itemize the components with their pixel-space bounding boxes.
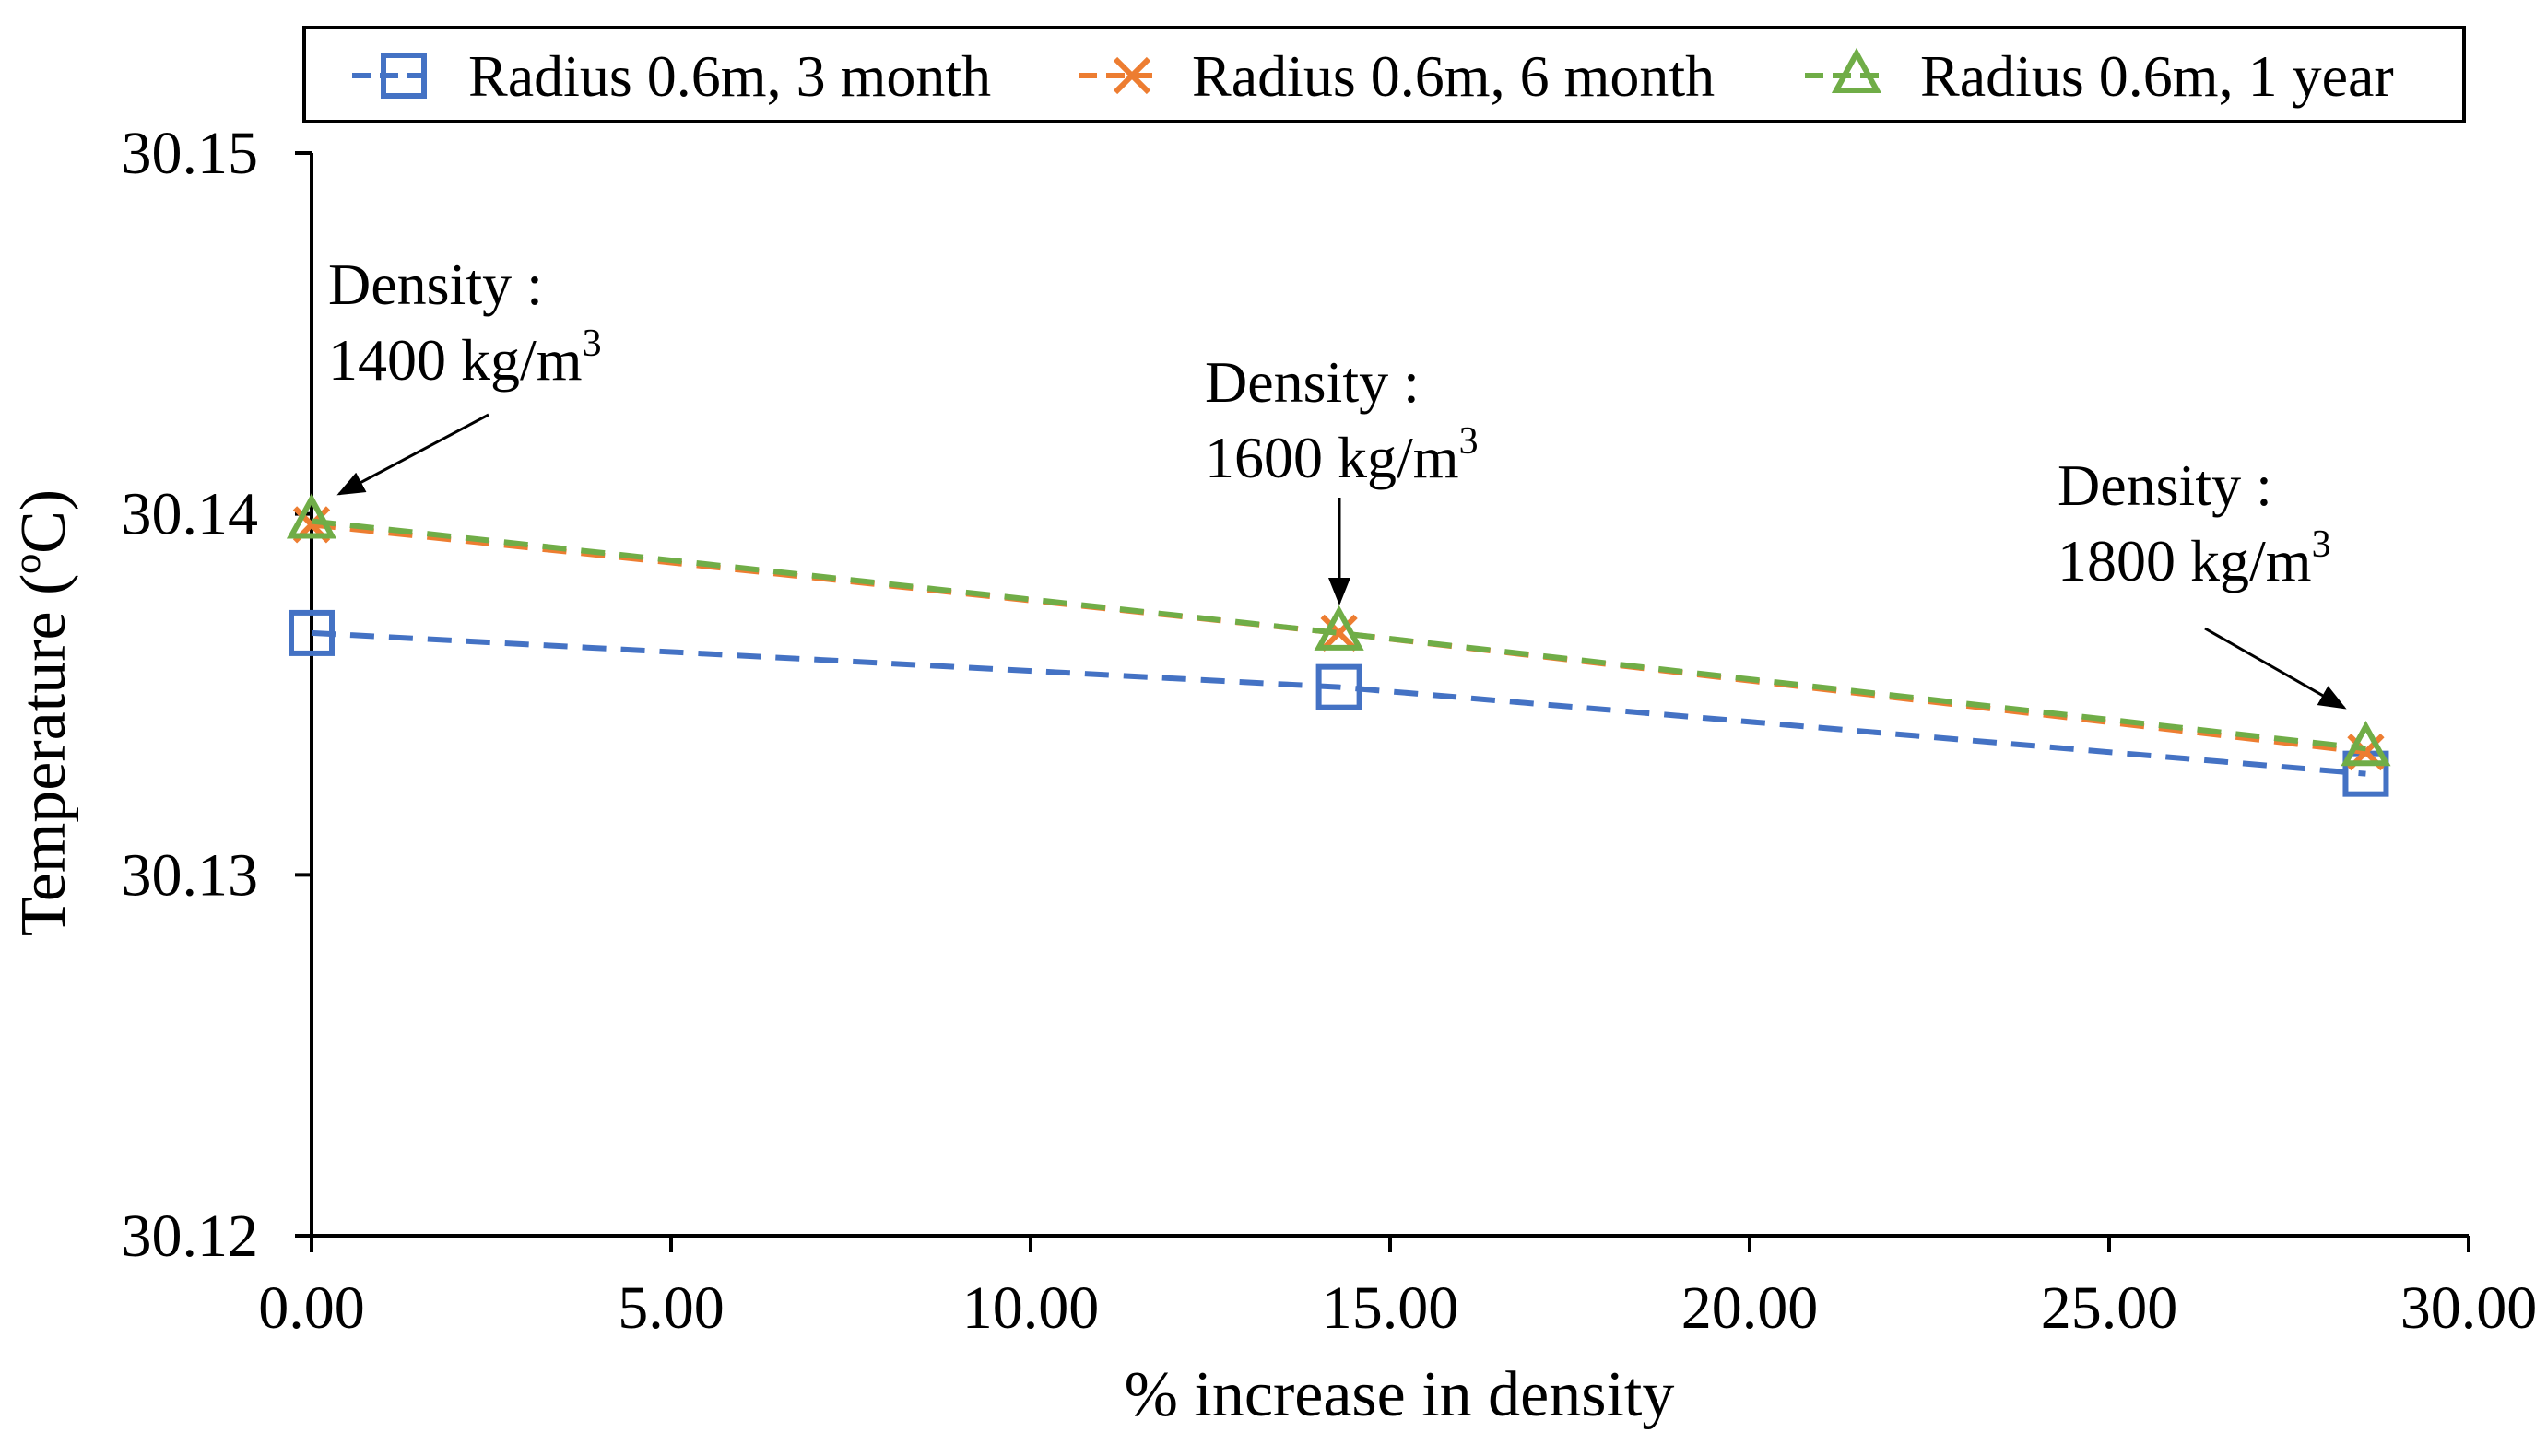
x-tick-label: 25.00 bbox=[2041, 1274, 2178, 1342]
series-line-3 bbox=[311, 518, 2366, 752]
legend-label-2: Radius 0.6m, 6 month bbox=[1192, 43, 1715, 109]
annotation-superscript: 3 bbox=[1459, 420, 1479, 463]
y-tick-label: 30.13 bbox=[122, 841, 259, 909]
data-point-series-3 bbox=[1314, 605, 1364, 651]
annotation-value: 1600 kg/m3 bbox=[1205, 420, 1479, 490]
annotation-superscript: 3 bbox=[2312, 523, 2331, 566]
annotation-superscript: 3 bbox=[583, 323, 602, 365]
data-point-series-2 bbox=[1320, 614, 1358, 652]
legend-box bbox=[302, 26, 2466, 123]
series-line-1 bbox=[311, 629, 2366, 777]
annotation-value-text: 1400 kg/m bbox=[328, 327, 583, 393]
annotation-arrow bbox=[2204, 627, 2347, 710]
legend-marker-3 bbox=[1831, 47, 1882, 93]
x-tick-label: 20.00 bbox=[1681, 1274, 1819, 1342]
legend: Radius 0.6m, 3 month Radius 0.6m, 6 month… bbox=[302, 26, 2466, 123]
x-tick-label: 15.00 bbox=[1322, 1274, 1459, 1342]
data-point-series-1 bbox=[1315, 663, 1362, 710]
x-stroke bbox=[1113, 56, 1151, 95]
annotation-label: Density : bbox=[1205, 349, 1420, 415]
x-axis-title: % increase in density bbox=[1125, 1359, 1675, 1430]
legend-label-3: Radius 0.6m, 1 year bbox=[1920, 43, 2394, 109]
annotation-value-text: 1600 kg/m bbox=[1205, 425, 1459, 490]
data-point-series-3 bbox=[286, 493, 337, 539]
y-axis-title: Temperature (ºC) bbox=[8, 489, 79, 936]
x-tick-label: 0.00 bbox=[258, 1274, 365, 1342]
y-tick-label: 30.14 bbox=[122, 481, 259, 548]
annotation-value: 1400 kg/m3 bbox=[328, 323, 602, 393]
data-point-series-3 bbox=[2341, 721, 2391, 767]
annotation-label: Density : bbox=[2058, 452, 2272, 518]
legend-marker-1 bbox=[381, 53, 427, 99]
legend-marker-2 bbox=[1113, 56, 1151, 95]
annotation-label: Density : bbox=[328, 252, 543, 317]
x-tick-label: 30.00 bbox=[2400, 1274, 2538, 1342]
annotation-value-text: 1800 kg/m bbox=[2058, 528, 2312, 593]
y-tick-label: 30.12 bbox=[122, 1203, 259, 1270]
data-point-series-1 bbox=[289, 609, 335, 656]
plot-area: 30.12 30.13 30.14 30.15 0.00 5.00 10.00 15.00 20… bbox=[8, 120, 2537, 1430]
annotation-arrow bbox=[336, 413, 489, 496]
legend-label-1: Radius 0.6m, 3 month bbox=[468, 43, 991, 109]
x-tick-label: 5.00 bbox=[618, 1274, 725, 1342]
x-tick-label: 10.00 bbox=[962, 1274, 1100, 1342]
y-tick-label: 30.15 bbox=[122, 120, 259, 187]
x-stroke bbox=[1320, 614, 1358, 652]
annotation-value: 1800 kg/m3 bbox=[2058, 523, 2331, 593]
